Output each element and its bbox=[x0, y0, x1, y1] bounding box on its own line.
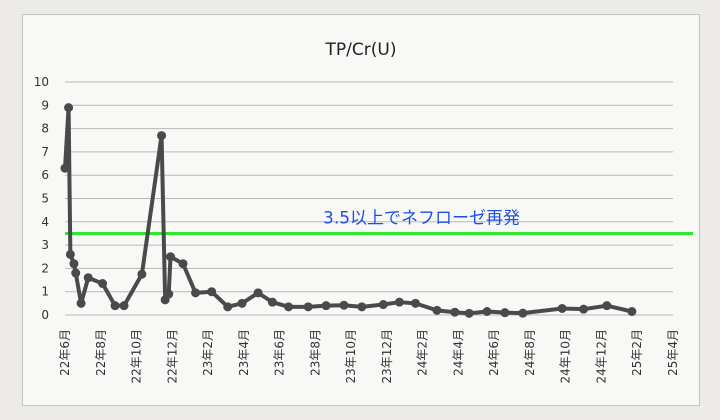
data-point bbox=[482, 307, 492, 317]
data-point bbox=[166, 252, 176, 262]
data-point bbox=[164, 289, 174, 299]
data-point bbox=[432, 305, 442, 315]
data-point bbox=[339, 300, 349, 310]
x-tick-label: 24年4月 bbox=[451, 329, 465, 376]
y-tick-label: 6 bbox=[41, 168, 49, 182]
x-tick-label: 24年8月 bbox=[523, 329, 537, 376]
y-tick-label: 1 bbox=[41, 285, 49, 299]
data-point bbox=[579, 304, 589, 314]
x-tick-label: 23年6月 bbox=[273, 329, 287, 376]
data-point bbox=[284, 302, 294, 312]
data-point bbox=[110, 301, 120, 311]
y-tick-label: 8 bbox=[41, 122, 49, 136]
x-tick-label: 24年12月 bbox=[594, 329, 608, 384]
data-point bbox=[450, 307, 460, 317]
y-tick-label: 3 bbox=[41, 238, 49, 252]
y-tick-label: 5 bbox=[41, 192, 49, 206]
x-tick-label: 23年10月 bbox=[344, 329, 358, 384]
y-tick-label: 4 bbox=[41, 215, 49, 229]
x-tick-label: 23年2月 bbox=[201, 329, 215, 376]
x-tick-label: 22年10月 bbox=[130, 329, 144, 384]
data-point bbox=[65, 249, 75, 259]
data-point bbox=[357, 302, 367, 312]
data-point bbox=[627, 307, 637, 317]
data-point bbox=[119, 301, 129, 311]
x-tick-label: 22年6月 bbox=[58, 329, 72, 376]
y-tick-label: 2 bbox=[41, 261, 49, 275]
data-point bbox=[500, 308, 510, 318]
series-line bbox=[63, 105, 634, 316]
threshold-annotation: 3.5以上でネフローゼ再発 bbox=[323, 208, 520, 228]
x-axis-ticks: 22年6月 22年8月 22年10月 22年12月 23年2月 23年4月 23年6月 23年… bbox=[58, 329, 680, 384]
data-point bbox=[253, 288, 263, 298]
data-point bbox=[267, 297, 277, 307]
y-axis-ticks: 0 1 2 3 4 5 6 7 8 9 10 bbox=[34, 75, 49, 322]
data-point bbox=[178, 259, 188, 269]
data-point bbox=[237, 298, 247, 308]
data-point bbox=[69, 259, 79, 269]
x-tick-label: 25年4月 bbox=[666, 329, 680, 376]
data-point bbox=[410, 298, 420, 308]
x-tick-label: 23年4月 bbox=[237, 329, 251, 376]
x-tick-label: 23年8月 bbox=[308, 329, 322, 376]
data-point bbox=[394, 297, 404, 307]
data-point bbox=[207, 287, 217, 297]
x-tick-label: 22年12月 bbox=[165, 329, 179, 384]
data-point bbox=[464, 308, 474, 318]
data-point bbox=[223, 302, 233, 312]
data-point bbox=[76, 298, 86, 308]
gridlines bbox=[65, 81, 673, 316]
data-point bbox=[518, 308, 528, 318]
chart-title: TP/Cr(U) bbox=[325, 40, 397, 60]
x-tick-label: 22年8月 bbox=[94, 329, 108, 376]
chart-panel: 0 1 2 3 4 5 6 7 8 9 10 22年6月 22年8月 22年10月 22年12月 23年2月… bbox=[22, 14, 700, 406]
data-point bbox=[71, 268, 81, 278]
data-point bbox=[321, 301, 331, 311]
data-point bbox=[64, 103, 74, 113]
data-point bbox=[191, 288, 201, 298]
data-point bbox=[83, 273, 93, 283]
y-tick-label: 10 bbox=[34, 75, 49, 89]
x-tick-label: 25年2月 bbox=[630, 329, 644, 376]
x-tick-label: 24年6月 bbox=[487, 329, 501, 376]
series-layer bbox=[60, 103, 637, 318]
y-tick-label: 0 bbox=[41, 308, 49, 322]
data-point bbox=[303, 302, 313, 312]
data-point bbox=[60, 163, 70, 173]
data-point bbox=[602, 301, 612, 311]
data-point bbox=[378, 300, 388, 310]
x-tick-label: 24年10月 bbox=[559, 329, 573, 384]
data-point bbox=[157, 131, 167, 141]
line-chart: 0 1 2 3 4 5 6 7 8 9 10 22年6月 22年8月 22年10月 22年12月 23年2月… bbox=[34, 40, 693, 384]
x-tick-label: 24年2月 bbox=[416, 329, 430, 376]
y-tick-label: 7 bbox=[41, 145, 49, 159]
x-tick-label: 23年12月 bbox=[380, 329, 394, 384]
data-point bbox=[98, 279, 108, 289]
data-point bbox=[557, 303, 567, 313]
y-tick-label: 9 bbox=[41, 98, 49, 112]
data-point bbox=[137, 269, 147, 279]
